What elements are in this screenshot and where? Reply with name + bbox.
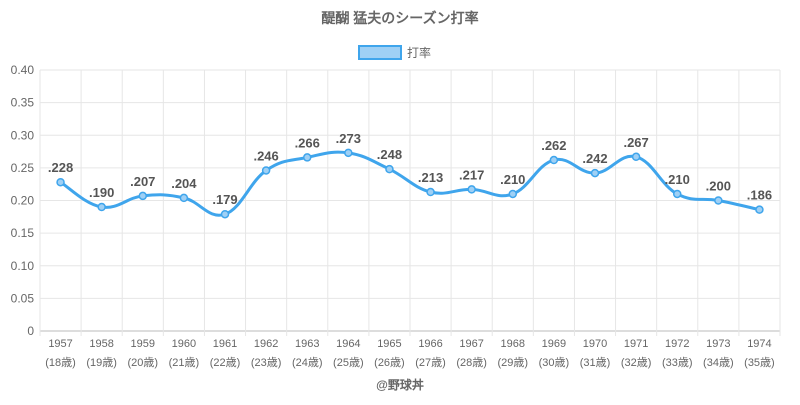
x-tick-label: 1969 xyxy=(542,338,566,350)
data-point xyxy=(344,148,353,158)
x-age-label: (29歳) xyxy=(497,356,528,369)
data-label: .228 xyxy=(48,160,73,175)
x-tick-label: 1961 xyxy=(213,338,237,350)
y-tick-label: 0.05 xyxy=(11,291,35,305)
x-age-label: (20歳) xyxy=(127,356,158,369)
x-age-label: (18歳) xyxy=(45,356,76,369)
data-point xyxy=(508,189,518,199)
data-point xyxy=(385,164,394,174)
data-label: .248 xyxy=(377,147,402,162)
x-age-label: (34歳) xyxy=(703,356,734,369)
data-point xyxy=(549,155,559,165)
data-label: .246 xyxy=(253,148,278,163)
x-age-label: (21歳) xyxy=(169,356,200,369)
data-label: .210 xyxy=(500,172,525,187)
x-tick-label: 1967 xyxy=(459,338,483,350)
x-tick-label: 1968 xyxy=(501,338,525,350)
data-point xyxy=(56,177,65,187)
x-tick-label: 1972 xyxy=(665,338,689,350)
chart-title: 醍醐 猛夫のシーズン打率 xyxy=(321,10,478,26)
data-point xyxy=(302,153,312,162)
y-tick-label: 0.25 xyxy=(11,161,35,175)
x-tick-label: 1964 xyxy=(336,338,360,350)
x-tick-label: 1966 xyxy=(418,338,442,350)
data-label: .213 xyxy=(418,170,443,185)
x-age-label: (32歳) xyxy=(621,356,652,369)
y-tick-label: 0.10 xyxy=(11,259,35,273)
x-age-label: (35歳) xyxy=(744,356,775,369)
y-tick-label: 0 xyxy=(27,324,34,338)
x-age-label: (24歳) xyxy=(292,356,323,369)
x-tick-label: 1965 xyxy=(377,338,401,350)
data-label: .242 xyxy=(582,151,607,166)
data-label: .273 xyxy=(336,131,361,146)
x-tick-label: 1960 xyxy=(172,338,196,350)
data-label: .217 xyxy=(459,167,484,182)
x-age-label: (28歳) xyxy=(456,356,487,369)
x-tick-label: 1959 xyxy=(131,338,155,350)
data-label: .262 xyxy=(541,138,566,153)
data-point xyxy=(755,205,764,214)
data-label: .186 xyxy=(747,188,772,203)
x-tick-label: 1974 xyxy=(747,338,771,350)
y-tick-label: 0.40 xyxy=(11,63,35,77)
x-tick-label: 1971 xyxy=(624,338,648,350)
data-point xyxy=(672,189,682,199)
data-point xyxy=(714,196,723,205)
y-tick-label: 0.30 xyxy=(11,128,35,142)
x-tick-label: 1962 xyxy=(254,338,278,350)
x-tick-label: 1958 xyxy=(89,338,113,350)
data-label: .266 xyxy=(295,135,320,150)
y-tick-label: 0.15 xyxy=(11,226,35,240)
y-tick-label: 0.35 xyxy=(11,96,35,110)
x-age-label: (26歳) xyxy=(374,356,405,369)
y-tick-label: 0.20 xyxy=(11,194,35,208)
data-point xyxy=(97,202,106,212)
data-point xyxy=(590,168,600,178)
legend[interactable]: 打率 xyxy=(358,45,431,60)
x-tick-label: 1970 xyxy=(583,338,607,350)
data-label: .190 xyxy=(89,185,114,200)
x-age-label: (27歳) xyxy=(415,356,446,369)
data-point xyxy=(631,152,641,162)
x-age-label: (19歳) xyxy=(86,356,117,369)
data-label: .204 xyxy=(171,176,197,191)
data-label: .210 xyxy=(665,172,690,187)
data-label: .179 xyxy=(212,192,237,207)
x-age-label: (30歳) xyxy=(539,356,570,369)
x-age-label: (23歳) xyxy=(251,356,282,369)
data-point xyxy=(426,187,435,197)
footer-credit: @野球丼 xyxy=(376,377,424,392)
data-label: .267 xyxy=(623,135,648,150)
data-point xyxy=(467,185,476,194)
data-point xyxy=(138,191,148,201)
x-tick-label: 1963 xyxy=(295,338,319,350)
x-age-label: (31歳) xyxy=(580,356,611,369)
data-label: .207 xyxy=(130,174,155,189)
data-point xyxy=(261,166,271,175)
data-point xyxy=(179,193,189,203)
legend-label: 打率 xyxy=(407,45,431,60)
x-age-label: (33歳) xyxy=(662,356,693,369)
x-tick-label: 1973 xyxy=(706,338,730,350)
data-point xyxy=(220,209,230,219)
x-age-label: (22歳) xyxy=(210,356,241,369)
x-tick-label: 1957 xyxy=(48,338,72,350)
data-label: .200 xyxy=(706,179,731,194)
x-age-label: (25歳) xyxy=(333,356,364,369)
legend-swatch xyxy=(358,45,402,60)
